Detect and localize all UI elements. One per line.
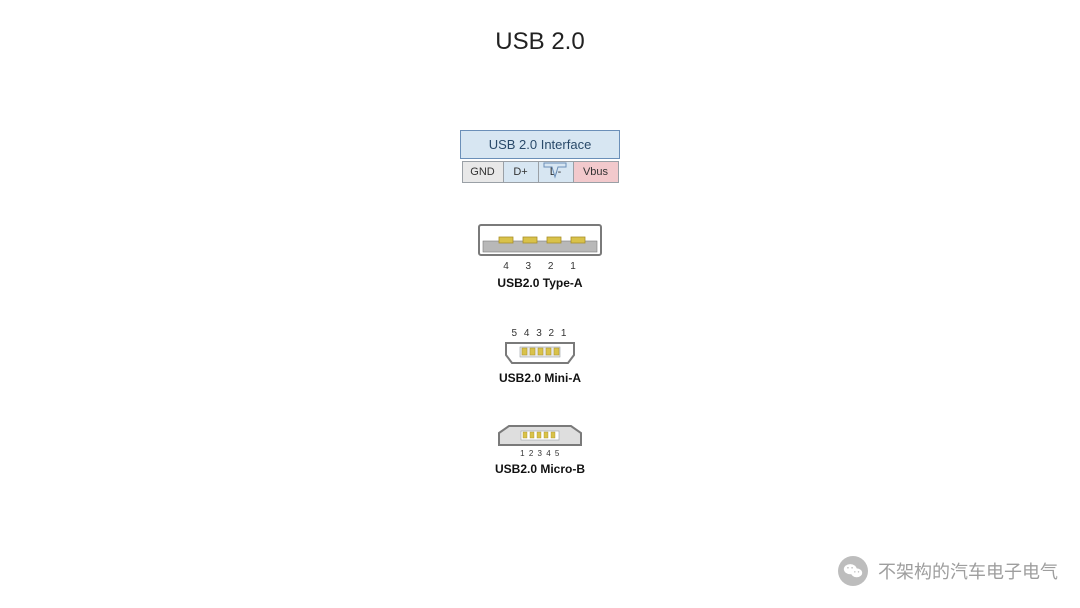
diagram-column: USB 2.0 Interface GNDD+D-Vbus 4 3 2 1 US… — [430, 130, 650, 476]
mini-a-drawing — [500, 339, 580, 367]
type-a-drawing — [475, 221, 605, 261]
type-a-label: USB2.0 Type-A — [430, 276, 650, 290]
watermark: 不架构的汽车电子电气 — [838, 556, 1058, 586]
interface-pin-vbus: Vbus — [574, 161, 619, 183]
mini-a-label: USB2.0 Mini-A — [430, 371, 650, 385]
watermark-text: 不架构的汽车电子电气 — [878, 558, 1058, 584]
interface-pin-gnd: GND — [462, 161, 504, 183]
connector-type-a: 4 3 2 1 USB2.0 Type-A — [430, 221, 650, 290]
micro-b-drawing — [495, 423, 585, 449]
wechat-icon — [838, 556, 868, 586]
micro-b-pin-numbers: 1 2 3 4 5 — [430, 449, 650, 458]
interface-box: USB 2.0 Interface — [460, 130, 620, 159]
micro-b-label: USB2.0 Micro-B — [430, 462, 650, 476]
mini-a-pin-numbers: 5 4 3 2 1 — [430, 328, 650, 339]
type-a-pin-numbers: 4 3 2 1 — [430, 261, 650, 272]
connector-mini-a: 5 4 3 2 1 USB2.0 Mini-A — [430, 328, 650, 385]
page-title: USB 2.0 — [0, 28, 1080, 56]
connector-micro-b: 1 2 3 4 5 USB2.0 Micro-B — [430, 423, 650, 476]
interface-pin-d+: D+ — [504, 161, 539, 183]
